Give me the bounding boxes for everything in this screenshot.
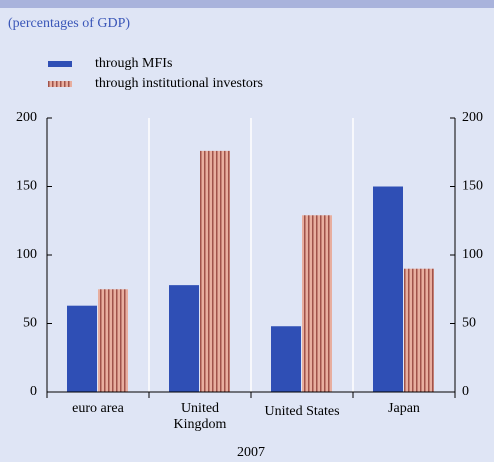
y-tick-label: 200 — [16, 110, 37, 125]
legend-swatch — [48, 81, 72, 87]
bar — [200, 150, 230, 392]
legend-label: through institutional investors — [95, 76, 263, 91]
y-tick-label: 0 — [30, 384, 37, 399]
y2-tick-label: 200 — [462, 110, 483, 125]
x-axis-label: 2007 — [237, 445, 265, 460]
legend-label: through MFIs — [95, 56, 172, 71]
bar — [404, 268, 434, 392]
y-tick-label: 100 — [16, 247, 37, 262]
y2-tick-label: 100 — [462, 247, 483, 262]
bar — [302, 215, 332, 392]
x-tick-label: Japan — [388, 401, 420, 416]
top-band — [0, 0, 494, 8]
bar — [373, 186, 403, 392]
x-tick-label: euro area — [72, 401, 124, 416]
y-tick-label: 150 — [16, 179, 37, 194]
subtitle: (percentages of GDP) — [8, 16, 130, 31]
y2-tick-label: 150 — [462, 179, 483, 194]
y-tick-label: 50 — [23, 316, 37, 331]
legend-swatch — [48, 61, 72, 67]
bar — [271, 326, 301, 392]
x-tick-label: United Kingdom — [173, 401, 227, 432]
bar — [98, 289, 128, 392]
bar — [169, 285, 199, 392]
y2-tick-label: 50 — [462, 316, 476, 331]
y2-tick-label: 0 — [462, 384, 469, 399]
x-tick-label: United States — [264, 404, 340, 419]
bar — [67, 305, 97, 392]
